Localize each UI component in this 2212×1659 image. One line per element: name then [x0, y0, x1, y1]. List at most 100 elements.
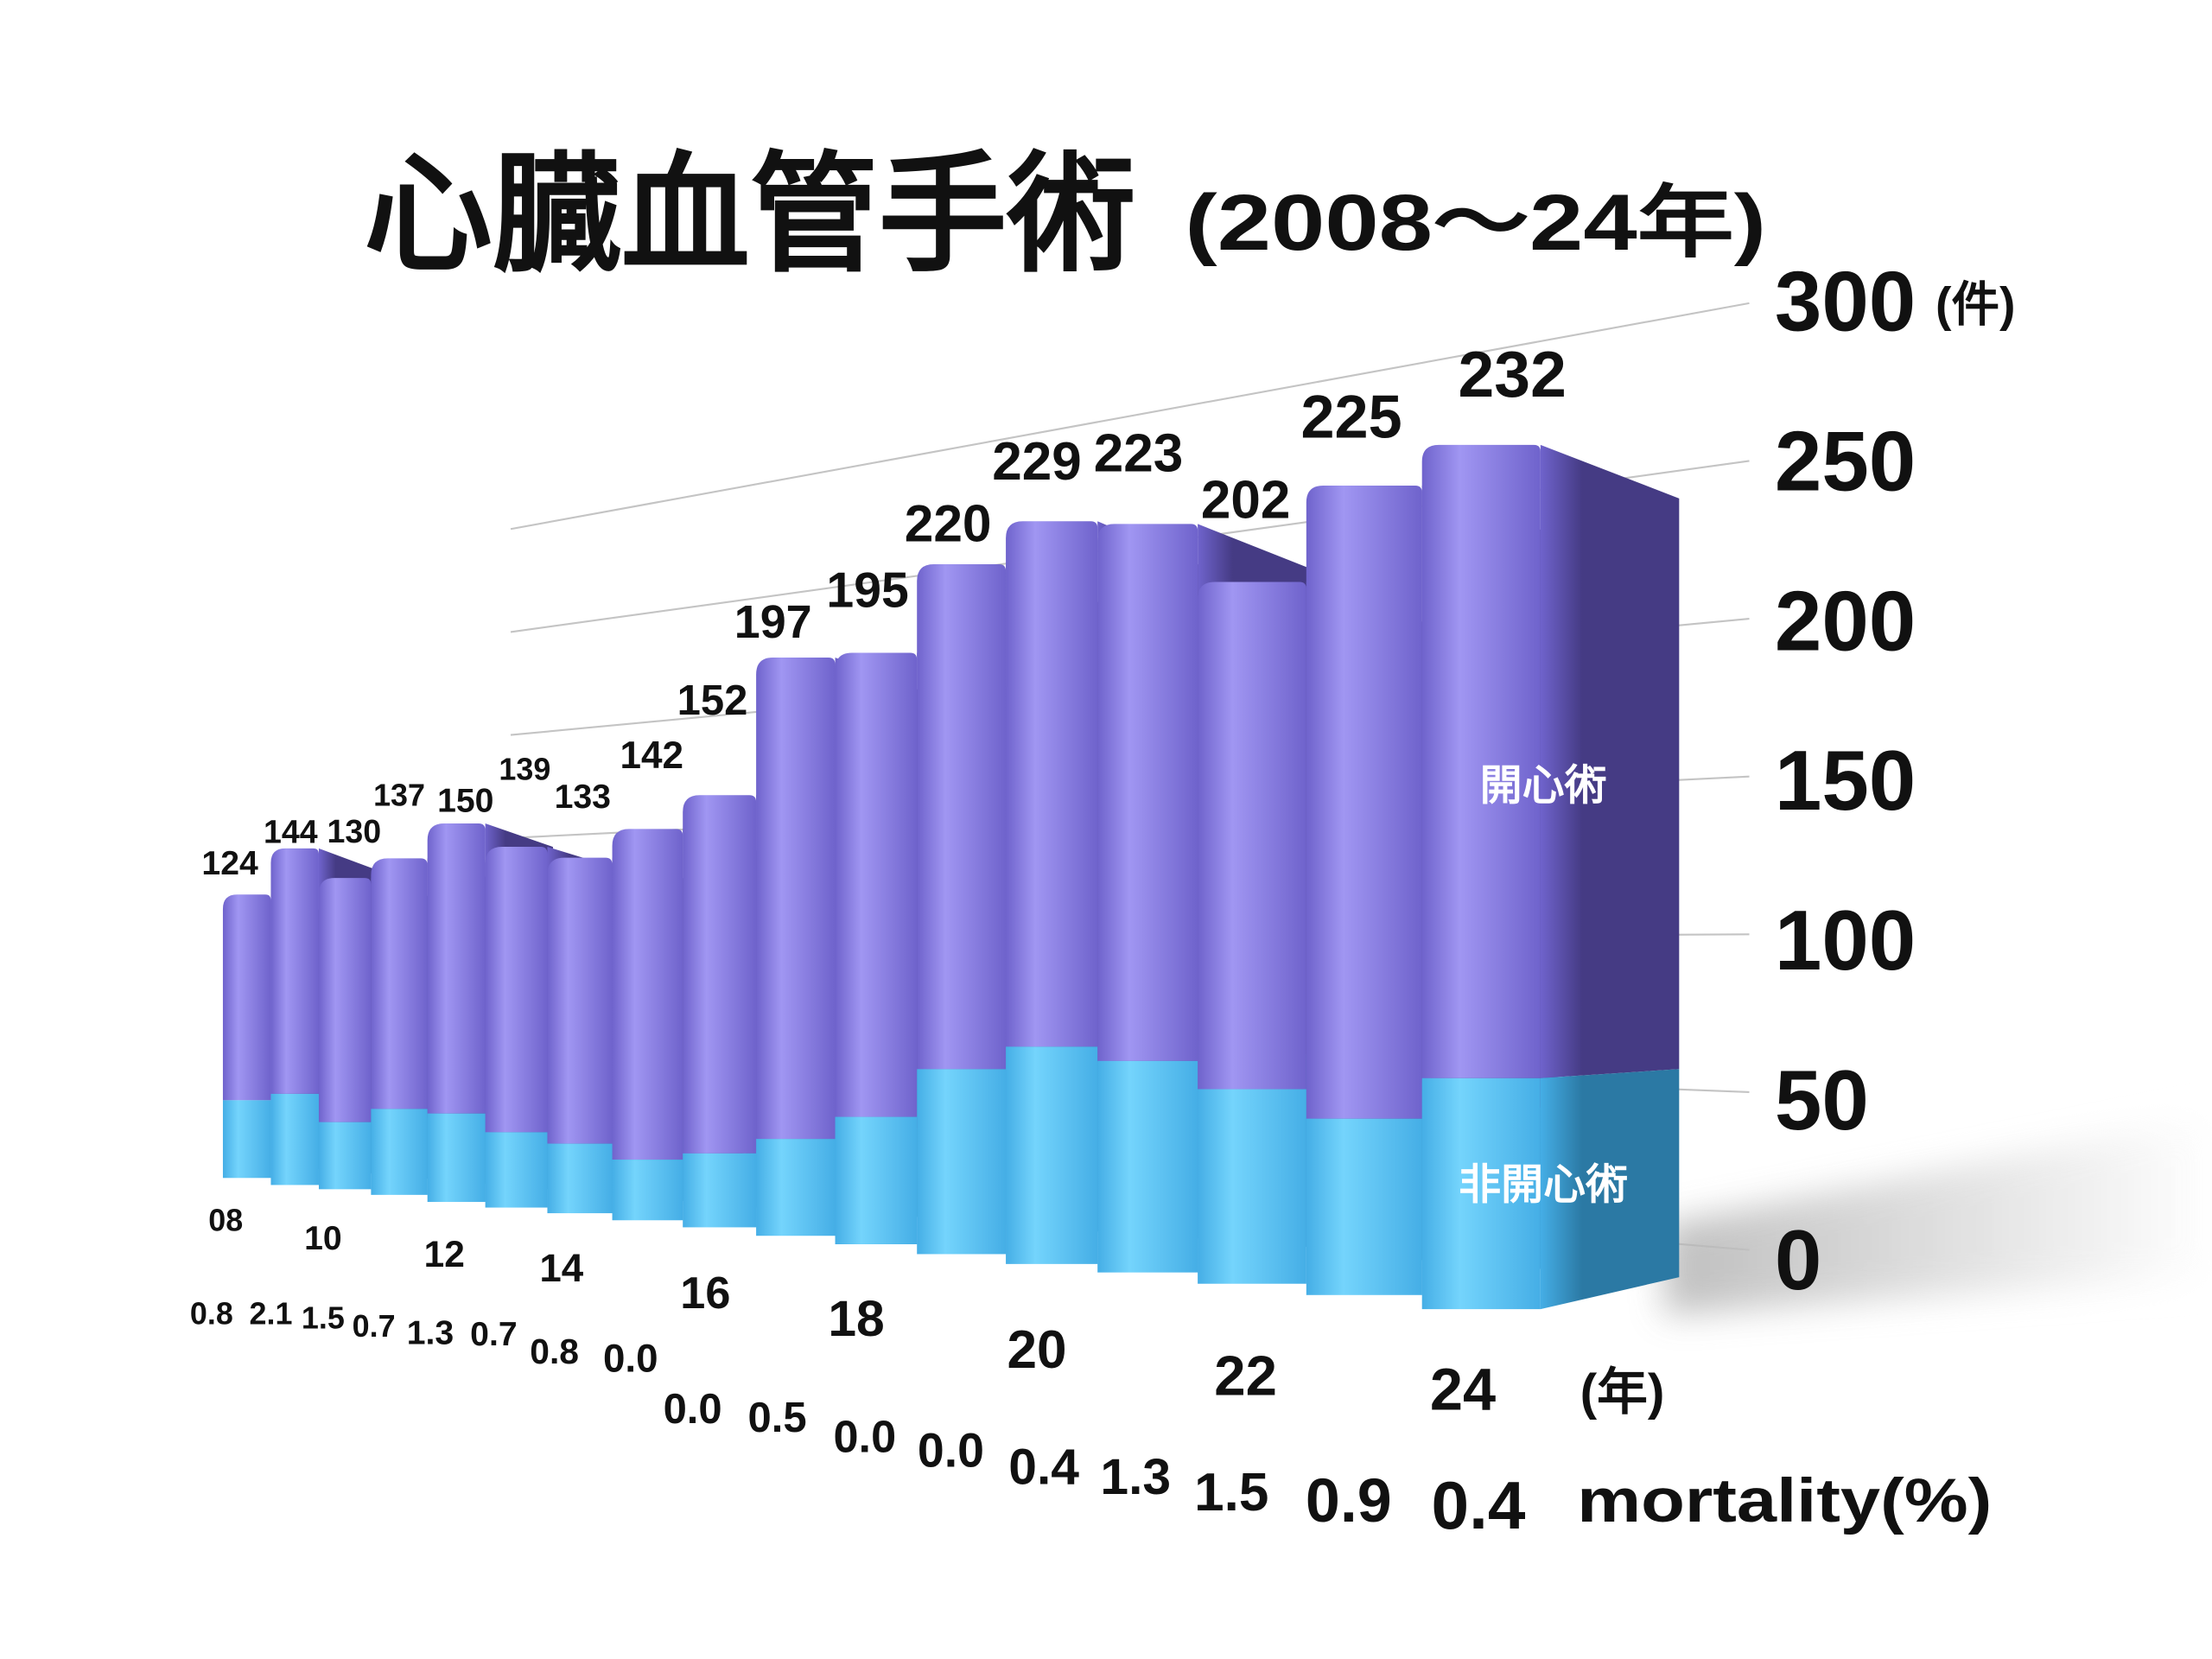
bar-open-heart-2020 — [1006, 521, 1098, 1047]
total-label-2016: 152 — [677, 677, 748, 724]
y-tick-label-0: 0 — [1775, 1212, 1821, 1307]
bar-open-heart-side-2024 — [1540, 444, 1680, 1078]
bar-open-heart-2011 — [371, 858, 428, 1109]
total-label-2010: 130 — [327, 813, 381, 849]
bar-non-open-heart-2014 — [547, 1143, 613, 1214]
x-tick-label-5: 18 — [828, 1291, 884, 1347]
bar-open-heart-2017 — [756, 657, 836, 1140]
bar-open-heart-2016 — [683, 795, 757, 1154]
mortality-value-2012: 1.3 — [407, 1314, 454, 1351]
total-label-2021: 223 — [1094, 423, 1184, 483]
mortality-value-2021: 1.3 — [1100, 1449, 1171, 1505]
total-label-2012: 150 — [437, 782, 493, 819]
bar-open-heart-2014 — [547, 857, 613, 1144]
bar-open-heart-2021 — [1097, 524, 1198, 1061]
bar-non-open-heart-2021 — [1097, 1060, 1198, 1273]
series-label-open-heart: 開心術 — [1480, 762, 1607, 809]
mortality-value-2019: 0.0 — [918, 1423, 984, 1477]
bar-non-open-heart-2008 — [222, 1100, 271, 1179]
bar-open-heart-2013 — [485, 846, 548, 1133]
x-tick-label-8: 24 — [1430, 1357, 1496, 1423]
mortality-value-2018: 0.0 — [834, 1413, 897, 1463]
bar-non-open-heart-2010 — [318, 1122, 372, 1190]
mortality-value-2011: 0.7 — [353, 1308, 396, 1344]
mortality-value-2024: 0.4 — [1432, 1467, 1526, 1543]
bar-non-open-heart-2011 — [371, 1109, 428, 1195]
bar-open-heart-2019 — [917, 564, 1007, 1070]
series-label-non-open-heart: 非開心術 — [1459, 1161, 1628, 1208]
total-label-2015: 142 — [620, 734, 684, 777]
mortality-value-2013: 0.7 — [470, 1316, 517, 1353]
bar-non-open-heart-2022 — [1198, 1089, 1306, 1284]
mortality-row: 0.8 2.1 1.5 0.7 1.3 0.7 0.8 0.00.0 0.5 0.0 0.0 0.4 1… — [190, 1295, 1526, 1543]
total-label-2024: 232 — [1459, 338, 1567, 410]
x-tick-label-0: 08 — [208, 1203, 243, 1238]
gridline-300 — [510, 302, 1750, 531]
bar-non-open-heart-2012 — [427, 1113, 486, 1203]
mortality-value-2017: 0.5 — [748, 1395, 807, 1441]
mortality-value-2022: 1.5 — [1194, 1463, 1268, 1522]
mortality-value-2015: 0.0 — [603, 1337, 658, 1381]
x-tick-label-3: 14 — [539, 1246, 583, 1290]
chart-subtitle: (2008～24年) — [1185, 179, 1766, 267]
bar-non-open-heart-2013 — [485, 1132, 548, 1208]
bar-non-open-heart-2018 — [835, 1116, 918, 1244]
x-tick-label-7: 22 — [1214, 1344, 1277, 1407]
bar-open-heart-2022 — [1198, 582, 1306, 1090]
y-axis: 0 50 100 150 200 250 300 — [1775, 254, 1916, 1307]
bar-shadow — [1664, 1117, 2212, 1315]
bar-open-heart-2018 — [835, 652, 918, 1117]
bar-2024 — [1421, 444, 1680, 1310]
total-label-2013: 139 — [499, 752, 550, 787]
bar-open-heart-2009 — [270, 848, 319, 1094]
mortality-title: mortality(%) — [1577, 1466, 1992, 1535]
bar-open-heart-2010 — [318, 878, 372, 1122]
x-tick-label-6: 20 — [1007, 1320, 1067, 1380]
chart-title: 心臓血管手術 — [364, 142, 1135, 287]
bar-non-open-heart-2020 — [1006, 1046, 1098, 1264]
total-label-2023: 225 — [1301, 383, 1402, 451]
bar-non-open-heart-2009 — [270, 1093, 319, 1185]
total-label-2014: 133 — [555, 779, 611, 816]
mortality-value-2010: 1.5 — [302, 1300, 345, 1335]
mortality-value-2008: 0.8 — [190, 1295, 233, 1331]
x-tick-label-4: 16 — [680, 1268, 730, 1319]
bar-open-heart-2015 — [612, 829, 683, 1160]
y-tick-label-200: 200 — [1775, 573, 1916, 668]
total-label-2009: 144 — [264, 813, 318, 849]
bar-open-heart-2008 — [222, 894, 271, 1101]
mortality-value-2009: 2.1 — [250, 1295, 293, 1331]
bars — [222, 444, 1680, 1310]
x-axis: 08 10 12 14 16 18 20 22 24 — [208, 1203, 1496, 1423]
bar-non-open-heart-2019 — [917, 1069, 1007, 1255]
bar-open-heart-2024 — [1421, 444, 1541, 1078]
bar-non-open-heart-side-2024 — [1540, 1069, 1680, 1310]
total-label-2018: 195 — [826, 563, 908, 619]
mortality-value-2020: 0.4 — [1008, 1439, 1079, 1495]
mortality-value-2023: 0.9 — [1306, 1466, 1392, 1535]
total-label-2011: 137 — [373, 777, 425, 812]
x-axis-unit: (年) — [1580, 1364, 1665, 1421]
bar-open-heart-2023 — [1306, 486, 1422, 1119]
total-label-2020: 229 — [992, 432, 1082, 492]
total-label-2008: 124 — [201, 845, 258, 882]
total-label-2017: 197 — [734, 596, 812, 648]
y-tick-label-100: 100 — [1775, 893, 1916, 988]
y-tick-label-50: 50 — [1775, 1052, 1869, 1147]
bar-non-open-heart-2015 — [612, 1160, 683, 1221]
total-label-2019: 220 — [905, 494, 992, 553]
bar-non-open-heart-2024 — [1421, 1077, 1541, 1310]
total-label-2022: 202 — [1201, 470, 1291, 530]
bar-open-heart-2012 — [427, 823, 486, 1114]
y-tick-label-250: 250 — [1775, 413, 1916, 508]
x-tick-label-2: 12 — [424, 1234, 465, 1274]
mortality-value-2014: 0.8 — [530, 1332, 579, 1371]
mortality-value-2016: 0.0 — [664, 1386, 722, 1433]
bar-non-open-heart-2017 — [756, 1139, 836, 1236]
y-axis-unit: (件) — [1936, 278, 2015, 332]
bar-non-open-heart-2016 — [683, 1153, 757, 1228]
y-tick-label-300: 300 — [1775, 254, 1916, 349]
y-tick-label-150: 150 — [1775, 733, 1916, 828]
